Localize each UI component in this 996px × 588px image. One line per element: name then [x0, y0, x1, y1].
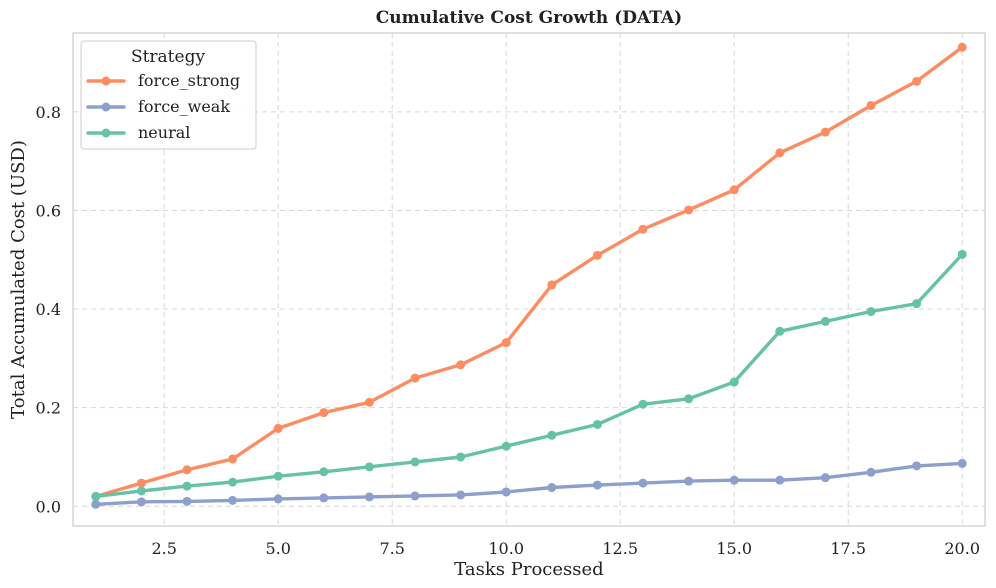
data-point-force_strong: [547, 280, 557, 290]
data-point-neural: [319, 467, 329, 477]
data-point-force_strong: [501, 338, 511, 348]
data-point-neural: [136, 486, 146, 496]
data-point-force_strong: [273, 423, 283, 433]
data-point-force_strong: [364, 397, 374, 407]
legend-label: force_strong: [138, 71, 240, 90]
series-group: [91, 42, 967, 509]
data-point-force_strong: [592, 250, 602, 260]
x-tick-label: 2.5: [151, 539, 176, 558]
legend-label: neural: [138, 123, 190, 142]
data-point-force_weak: [775, 475, 785, 485]
x-tick-label: 17.5: [830, 539, 866, 558]
data-point-force_strong: [684, 205, 694, 215]
y-tick-label: 0.4: [36, 300, 61, 319]
data-point-neural: [866, 307, 876, 317]
data-point-force_strong: [820, 127, 830, 137]
data-point-neural: [91, 491, 101, 501]
data-point-force_weak: [912, 461, 922, 471]
y-tick-label: 0.8: [36, 103, 61, 122]
x-tick-label: 7.5: [379, 539, 404, 558]
data-point-force_strong: [957, 42, 967, 52]
data-point-neural: [957, 249, 967, 259]
data-point-neural: [364, 462, 374, 472]
series-line-neural: [94, 252, 964, 499]
data-point-force_strong: [228, 454, 238, 464]
data-point-force_weak: [273, 494, 283, 504]
data-point-force_weak: [410, 491, 420, 501]
legend-title: Strategy: [131, 47, 206, 67]
data-point-force_weak: [684, 476, 694, 486]
data-point-neural: [684, 394, 694, 404]
legend-item-neural: neural: [86, 123, 190, 142]
axis-ticks: 2.5 5.0 7.5 10.0 12.5 15.0 17.5 20.0 0.0 0.2 0.4 0.…: [36, 103, 980, 558]
legend-item-force_weak: force_weak: [86, 97, 230, 116]
data-point-force_strong: [866, 100, 876, 110]
legend-item-force_strong: force_strong: [86, 71, 240, 90]
data-point-force_weak: [729, 475, 739, 485]
data-point-force_strong: [410, 373, 420, 383]
data-point-force_strong: [729, 185, 739, 195]
data-point-force_strong: [638, 224, 648, 234]
legend-label: force_weak: [138, 97, 230, 116]
data-point-force_strong: [912, 76, 922, 86]
y-tick-label: 0.2: [36, 399, 61, 418]
data-point-force_weak: [364, 492, 374, 502]
data-point-neural: [228, 477, 238, 487]
plot-frame: [72, 32, 986, 527]
data-point-force_weak: [91, 499, 101, 509]
data-point-neural: [912, 299, 922, 309]
data-point-force_weak: [182, 496, 192, 506]
y-tick-label: 0.6: [36, 201, 61, 220]
x-tick-label: 20.0: [944, 539, 980, 558]
chart-title: Cumulative Cost Growth (DATA): [376, 8, 682, 28]
series-force_weak: [91, 458, 967, 509]
y-tick-label: 0.0: [36, 497, 61, 516]
data-point-neural: [638, 399, 648, 409]
data-point-force_weak: [866, 467, 876, 477]
data-point-force_strong: [456, 360, 466, 370]
series-neural: [91, 249, 967, 501]
data-point-neural: [410, 457, 420, 467]
legend-swatch-marker: [101, 102, 111, 112]
data-point-neural: [182, 481, 192, 491]
data-point-force_weak: [638, 478, 648, 488]
data-point-force_strong: [136, 478, 146, 488]
legend-swatch-marker: [101, 128, 111, 138]
x-tick-label: 15.0: [716, 539, 752, 558]
x-tick-label: 10.0: [488, 539, 524, 558]
data-point-force_weak: [957, 458, 967, 468]
data-point-force_weak: [228, 495, 238, 505]
data-point-force_weak: [547, 483, 557, 493]
x-axis-label: Tasks Processed: [454, 559, 603, 580]
y-axis-label: Total Accumulated Cost (USD): [8, 140, 29, 419]
data-point-force_strong: [775, 148, 785, 158]
legend-box: [80, 40, 257, 150]
data-point-force_weak: [136, 497, 146, 507]
x-tick-label: 12.5: [602, 539, 638, 558]
series-line-force_strong: [94, 45, 964, 499]
data-point-neural: [273, 471, 283, 481]
data-point-force_strong: [182, 465, 192, 475]
data-point-neural: [547, 430, 557, 440]
data-point-force_strong: [319, 408, 329, 418]
legend-swatch-marker: [101, 76, 111, 86]
data-point-neural: [592, 419, 602, 429]
data-point-neural: [501, 441, 511, 451]
data-point-force_weak: [501, 487, 511, 497]
data-point-force_weak: [820, 473, 830, 483]
data-point-force_weak: [592, 480, 602, 490]
grid: [73, 33, 985, 526]
data-point-neural: [775, 326, 785, 336]
series-line-force_weak: [94, 461, 964, 506]
data-point-force_weak: [456, 490, 466, 500]
data-point-neural: [456, 452, 466, 462]
x-tick-label: 5.0: [265, 539, 290, 558]
data-point-force_weak: [319, 493, 329, 503]
series-force_strong: [91, 42, 967, 501]
data-point-neural: [729, 377, 739, 387]
data-point-neural: [820, 316, 830, 326]
